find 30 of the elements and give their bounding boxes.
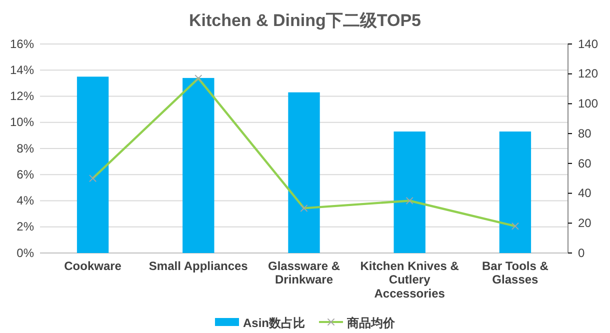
y-tick-label: 14%	[10, 62, 34, 77]
x-tick-label: Small Appliances	[148, 258, 248, 273]
y2-tick-label: 40	[578, 186, 592, 200]
y-tick-label: 10%	[10, 115, 34, 130]
y2-tick-label: 60	[578, 156, 592, 170]
y2-tick-label: 140	[578, 36, 598, 51]
y-tick-label: 16%	[10, 36, 34, 51]
y2-tick-label: 0	[578, 246, 585, 260]
y-tick-label: 4%	[16, 194, 34, 208]
y-tick-label: 8%	[16, 141, 34, 156]
y-tick-label: 0%	[16, 246, 34, 260]
bar	[288, 92, 320, 253]
x-tick-label: Cookware	[64, 258, 122, 273]
y2-tick-label: 80	[578, 126, 592, 140]
y-tick-label: 2%	[16, 220, 34, 234]
bar	[76, 76, 109, 253]
y-tick-label: 6%	[16, 167, 34, 182]
y-tick-label: 12%	[10, 89, 34, 104]
bar	[499, 132, 532, 253]
legend-label: 商品均价	[346, 316, 396, 330]
legend-label: Asin数占比	[242, 316, 306, 330]
bar	[182, 78, 214, 253]
y2-tick-label: 120	[578, 66, 598, 81]
bar	[394, 132, 426, 253]
x-tick-label: Bar Tools & Glasses	[482, 258, 549, 287]
x-tick-label: Kitchen Knives & Cutlery Accessories	[360, 258, 460, 300]
y2-tick-label: 20	[578, 216, 592, 230]
y2-tick-label: 100	[578, 96, 598, 111]
x-tick-label: Glassware & Drinkware	[268, 258, 340, 287]
chart-title: Kitchen & Dining下二级TOP5	[188, 11, 422, 30]
